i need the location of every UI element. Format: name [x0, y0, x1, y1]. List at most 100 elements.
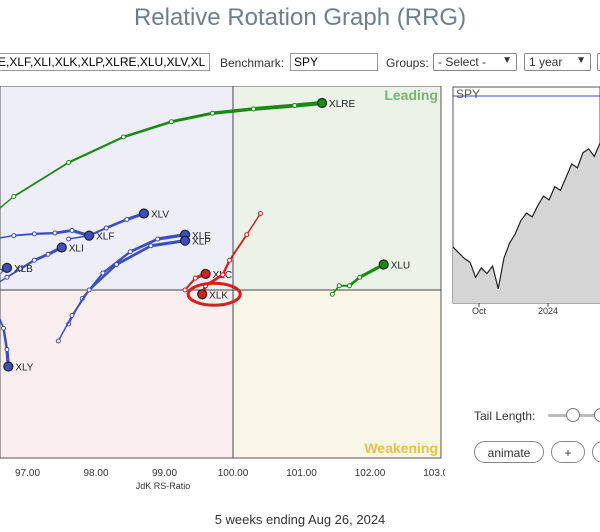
- tail-point-xlb: [0, 268, 3, 274]
- series-label-xli: XLI: [69, 244, 84, 255]
- x-tick-label: 101.00: [286, 468, 317, 479]
- tail-point-xlre: [120, 134, 126, 140]
- tail-segment-xlre: [169, 111, 214, 124]
- tail-point-xlu: [346, 283, 352, 289]
- tail-point-xlp: [55, 338, 61, 344]
- tail-segment-xli: [19, 259, 36, 270]
- tail-segment-xlk: [221, 259, 231, 276]
- series-label-xlv: XLV: [151, 210, 169, 221]
- spy-x-tick-label: 2024: [538, 306, 558, 316]
- quadrant-label-leading: Leading: [384, 87, 438, 103]
- tail-segment-xlf: [0, 234, 15, 239]
- head-point-xly: [3, 361, 14, 372]
- tail-point-xlre: [11, 194, 17, 199]
- tail-point-xlu: [357, 274, 363, 280]
- head-point-xlc: [200, 268, 211, 279]
- x-tick-label: 97.00: [15, 468, 40, 479]
- head-point-xlre: [316, 97, 328, 109]
- tail-segment-xlre: [0, 195, 15, 209]
- tail-segment-xli: [6, 267, 22, 279]
- tail-length-label: Tail Length:: [474, 409, 536, 423]
- tail-point-xlv: [103, 225, 109, 231]
- series-label-xlre: XLRE: [329, 99, 355, 110]
- tail-point-xlk: [227, 257, 233, 263]
- page-title: Relative Rotation Graph (RRG): [133, 4, 467, 31]
- series-label-xlk: XLK: [209, 290, 228, 301]
- tail-point-xle: [155, 236, 161, 242]
- tail-point-xly: [4, 347, 10, 352]
- head-point-xlp: [179, 235, 191, 246]
- tail-point-xli: [45, 251, 51, 257]
- tail-segment-xlf: [53, 229, 74, 235]
- highlight-circle-xlk: [186, 281, 242, 307]
- tickers-input[interactable]: [0, 53, 210, 71]
- tail-point-xlk: [257, 211, 263, 216]
- tail-segment-xlre: [251, 103, 297, 111]
- tail-point-xle: [127, 249, 133, 255]
- tail-point-xly: [1, 325, 7, 331]
- extra-select[interactable]: [597, 53, 600, 71]
- groups-label: Groups:: [386, 56, 429, 70]
- series-label-xlf: XLF: [96, 232, 114, 243]
- tail-point-xlp: [114, 262, 120, 267]
- tail-segment-xlp: [115, 244, 153, 266]
- tail-segment-xlp: [149, 239, 187, 248]
- tail-length-slider-handle[interactable]: [566, 408, 580, 422]
- head-point-xlv: [138, 208, 150, 219]
- animate-button[interactable]: animate: [474, 441, 544, 463]
- tail-segment-xlv: [104, 218, 129, 230]
- tail-point-xli: [31, 257, 37, 263]
- tail-point-xlu: [336, 283, 342, 289]
- tail-point-xlp: [86, 287, 92, 293]
- tail-point-xli: [4, 274, 10, 280]
- tail-point-xlf: [31, 231, 37, 237]
- tail-point-xlf: [11, 233, 17, 239]
- period-select-value: 1 year: [529, 55, 563, 69]
- tail-point-xli: [18, 266, 24, 272]
- x-tick-label: 99.00: [152, 468, 177, 479]
- extra-button[interactable]: [592, 441, 600, 463]
- tail-point-xlp: [69, 313, 75, 318]
- leading-quadrant: [233, 86, 441, 290]
- tail-segment-xly: [0, 317, 5, 330]
- series-label-xlu: XLU: [391, 261, 410, 272]
- improving-quadrant: [0, 86, 233, 290]
- period-ending-label: 5 weeks ending Aug 26, 2024: [214, 512, 386, 527]
- series-label-xly: XLY: [15, 363, 33, 374]
- x-tick-label: 103.00: [423, 468, 445, 479]
- series-label-xlb: XLB: [14, 264, 33, 275]
- tail-point-xle: [100, 270, 106, 276]
- tail-segment-xlre: [122, 120, 173, 139]
- groups-select-value: - Select -: [438, 55, 487, 69]
- tail-segment-xlre: [12, 161, 70, 198]
- tail-point-xlu: [329, 291, 335, 297]
- spy-price-chart: SPY Oct 2024: [452, 86, 600, 316]
- tail-point-xlre: [251, 106, 257, 112]
- chevron-down-icon: ▼: [502, 55, 512, 66]
- tail-length-slider-handle-end[interactable]: [594, 408, 600, 422]
- head-point-xli: [56, 242, 67, 253]
- tail-segment-xlre: [67, 135, 125, 164]
- spy-x-tick-label: Oct: [472, 306, 487, 316]
- tail-point-xlre: [66, 160, 72, 165]
- head-point-xlf: [84, 230, 95, 241]
- lagging-quadrant: [0, 290, 233, 458]
- chevron-down-icon: ▼: [576, 55, 586, 66]
- series-label-xlp: XLP: [192, 237, 211, 248]
- tail-point-xlf: [69, 228, 75, 233]
- rrg-tails: XLREXLVXLFXLIXLEXLPXLCXLKXLUXLBXLY: [0, 97, 410, 374]
- tail-point-xlre: [209, 110, 215, 116]
- weakening-quadrant: [233, 290, 441, 458]
- spy-ticker-label: SPY: [456, 87, 480, 101]
- tail-point-xlre: [292, 103, 298, 109]
- tail-point-xlf: [52, 230, 58, 236]
- tail-point-xlk: [220, 272, 226, 278]
- benchmark-input[interactable]: [290, 53, 378, 71]
- add-button[interactable]: +: [551, 441, 585, 463]
- tail-segment-xlp: [87, 263, 118, 292]
- period-select[interactable]: 1 year ▼: [524, 53, 591, 71]
- tail-segment-xlre: [210, 107, 256, 115]
- tail-segment-xlp: [57, 314, 73, 342]
- tail-segment-xle: [128, 237, 160, 254]
- groups-select[interactable]: - Select - ▼: [433, 53, 517, 71]
